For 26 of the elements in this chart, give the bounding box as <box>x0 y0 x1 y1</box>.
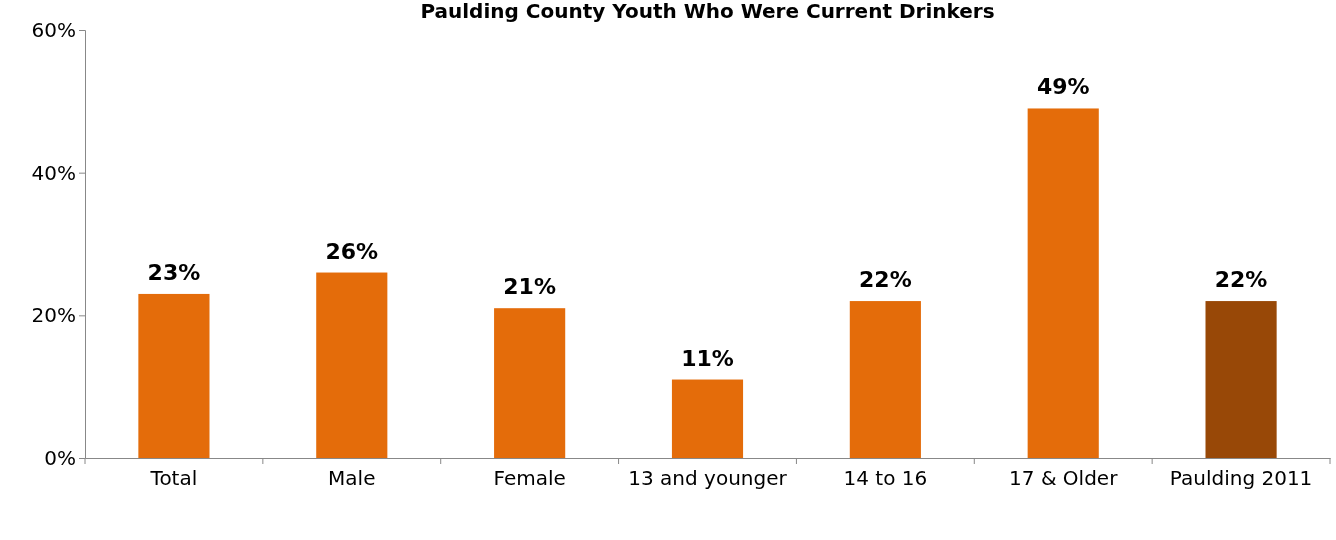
bar <box>849 301 921 458</box>
x-tick-label: 14 to 16 <box>843 466 928 490</box>
x-tick-label: Female <box>493 466 566 490</box>
y-tick-label: 60% <box>31 17 76 42</box>
data-label: 11% <box>681 345 734 371</box>
data-label: 26% <box>325 238 379 264</box>
x-tick-label: Paulding 2011 <box>1169 466 1313 490</box>
data-label: 22% <box>1214 267 1268 293</box>
chart-title: Paulding County Youth Who Were Current Drinkers <box>420 0 995 23</box>
data-label: 21% <box>503 274 556 300</box>
y-tick-label: 40% <box>31 160 76 185</box>
bar <box>1027 108 1099 458</box>
bar <box>138 293 210 458</box>
data-label: 49% <box>1036 74 1090 100</box>
data-label: 23% <box>147 259 201 285</box>
y-tick-label: 0% <box>44 445 76 470</box>
bar <box>671 379 744 458</box>
x-tick-label: Male <box>328 466 376 490</box>
x-tick-label: 17 & Older <box>1009 466 1119 490</box>
x-tick-label: 13 and younger <box>628 466 788 490</box>
data-label: 22% <box>859 267 912 293</box>
bar <box>494 308 566 458</box>
y-tick-label: 20% <box>31 303 76 328</box>
bar <box>1205 301 1277 458</box>
bar <box>316 272 388 458</box>
x-tick-label: Total <box>149 466 198 490</box>
